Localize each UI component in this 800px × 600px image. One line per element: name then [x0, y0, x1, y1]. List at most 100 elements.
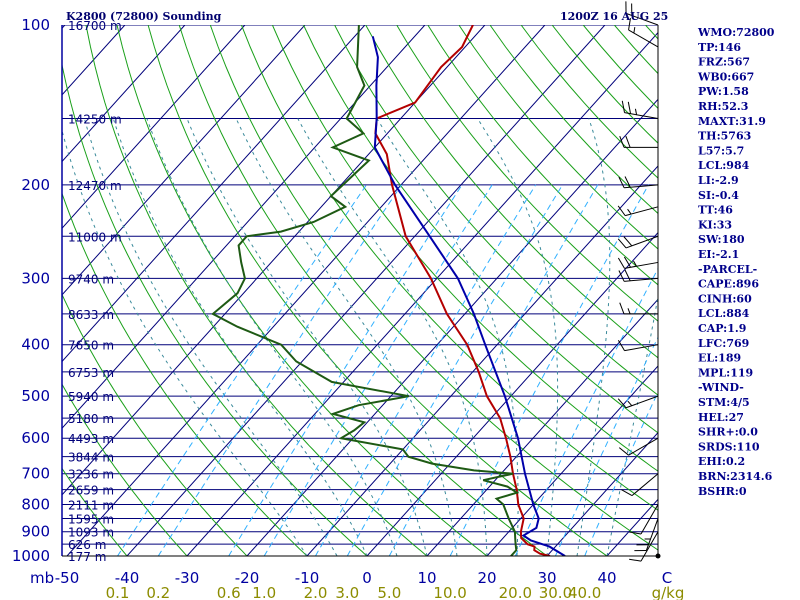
dry-adiabat-line: [178, 25, 608, 556]
wind-barb-staff: [624, 344, 659, 352]
mixing-ratio-tick-label: 0.6: [217, 584, 241, 600]
wind-barb-staff: [628, 437, 659, 456]
pressure-tick-label: 900: [21, 523, 50, 541]
isotherm-line: [62, 25, 306, 296]
moist-adiabat-line: [62, 128, 308, 556]
height-label: 2659 m: [68, 484, 114, 498]
index-item: TT:46: [698, 204, 733, 217]
dry-adiabat-line: [303, 25, 658, 434]
isotherm-line: [426, 298, 658, 556]
height-label: 9740 m: [68, 272, 114, 286]
wind-barb-staff: [631, 473, 659, 496]
mixing-ratio-line: [315, 184, 537, 556]
moist-adiabat-line: [146, 118, 398, 556]
height-label: 177 m: [68, 550, 106, 564]
wind-barb-flag: [618, 447, 629, 456]
temperature-tick-label: -40: [115, 569, 140, 587]
mixing-ratio-line: [584, 390, 658, 556]
moist-adiabat-line: [186, 118, 428, 556]
index-item: SHR+:0.0: [698, 426, 758, 439]
index-item: FRZ:567: [698, 56, 750, 69]
wind-barb-flag: [633, 27, 636, 34]
height-label: 8633 m: [68, 308, 114, 322]
temperature-tick-label: -20: [235, 569, 260, 587]
dry-adiabat-line: [85, 25, 428, 556]
wind-barb-flag: [625, 135, 631, 148]
index-item: MAXT:31.9: [698, 115, 766, 128]
dry-adiabat-line: [365, 25, 658, 359]
index-item: -WIND-: [698, 381, 744, 394]
index-item: L57:5.7: [698, 144, 744, 157]
mixing-ratio-line: [449, 184, 650, 556]
height-label: 1595 m: [68, 513, 114, 527]
pressure-tick-label: 800: [21, 496, 50, 514]
pressure-tick-label: 1000: [12, 547, 50, 565]
dry-adiabat-line: [116, 25, 488, 556]
mixing-ratio-tick-label: 0.1: [106, 584, 130, 600]
pressure-tick-label: 400: [21, 336, 50, 354]
wind-barb-flag: [617, 340, 625, 351]
height-label: 3236 m: [68, 468, 114, 482]
mixing-ratio-units-label: g/kg: [652, 584, 685, 600]
dry-adiabat-line: [62, 467, 128, 556]
height-label: 14250 m: [68, 113, 122, 127]
dry-adiabat-line: [334, 25, 658, 396]
moist-adiabat-line: [606, 293, 658, 556]
mixing-ratio-line: [157, 184, 403, 556]
height-label: 5940 m: [68, 390, 114, 404]
index-item: STM:4/5: [698, 396, 750, 409]
height-label: 5180 m: [68, 412, 114, 426]
dry-adiabat-line: [209, 25, 658, 551]
index-item: WB0:667: [697, 70, 754, 83]
index-item: CAPE:896: [698, 278, 759, 291]
temperature-tick-label: -50: [55, 569, 80, 587]
pressure-tick-label: 200: [21, 176, 50, 194]
index-item: TP:146: [698, 41, 741, 54]
temperature-tick-label: 30: [537, 569, 556, 587]
wind-barb-flag: [629, 558, 642, 562]
wind-barb-flag: [617, 257, 625, 269]
mixing-ratio-tick-label: 3.0: [335, 584, 359, 600]
temperature-tick-label: 20: [477, 569, 496, 587]
isotherm-line: [246, 98, 658, 556]
temperature-tick-label: 10: [417, 569, 436, 587]
wind-barb-flag: [621, 489, 633, 497]
isotherm-line: [486, 365, 658, 556]
dry-adiabat-line: [62, 383, 188, 556]
dry-adiabat-line: [240, 25, 658, 511]
pressure-tick-label: 300: [21, 269, 50, 287]
wind-barb-flag: [617, 238, 627, 249]
mixing-ratio-tick-label: 10.0: [433, 584, 466, 600]
dry-adiabat-line: [62, 62, 368, 556]
height-label: 16700 m: [68, 19, 122, 33]
isotherm-line: [306, 165, 658, 556]
wind-barb-flag: [619, 302, 625, 315]
dry-adiabat-line: [147, 25, 548, 556]
mixing-ratio-tick-label: 40.0: [568, 584, 601, 600]
wind-barb-flag: [621, 100, 626, 113]
index-item: EI:-2.1: [698, 248, 739, 261]
isotherm-line: [366, 231, 658, 556]
isotherm-line: [546, 431, 658, 556]
wind-barb-flag: [634, 108, 638, 115]
dewpoint-line: [211, 25, 520, 556]
moist-adiabat-line: [576, 118, 611, 556]
index-item: LCL:984: [698, 159, 750, 172]
index-item: SI:-0.4: [698, 189, 739, 202]
height-label: 6753 m: [68, 366, 114, 380]
isotherm-line: [126, 25, 606, 556]
dry-adiabat-line: [396, 25, 658, 322]
isotherm-line: [62, 25, 366, 363]
pressure-tick-label: 500: [21, 387, 50, 405]
index-item: CAP:1.9: [698, 322, 746, 335]
temperature-tick-label: 40: [597, 569, 616, 587]
wind-barbs: [617, 1, 661, 562]
wind-barb-flag: [618, 270, 625, 282]
mixing-ratio-line: [346, 184, 563, 556]
wind-barb-flag: [627, 208, 632, 215]
index-item: PW:1.58: [698, 85, 749, 98]
index-item: LI:-2.9: [698, 174, 739, 187]
sounding-profiles: [211, 25, 566, 556]
